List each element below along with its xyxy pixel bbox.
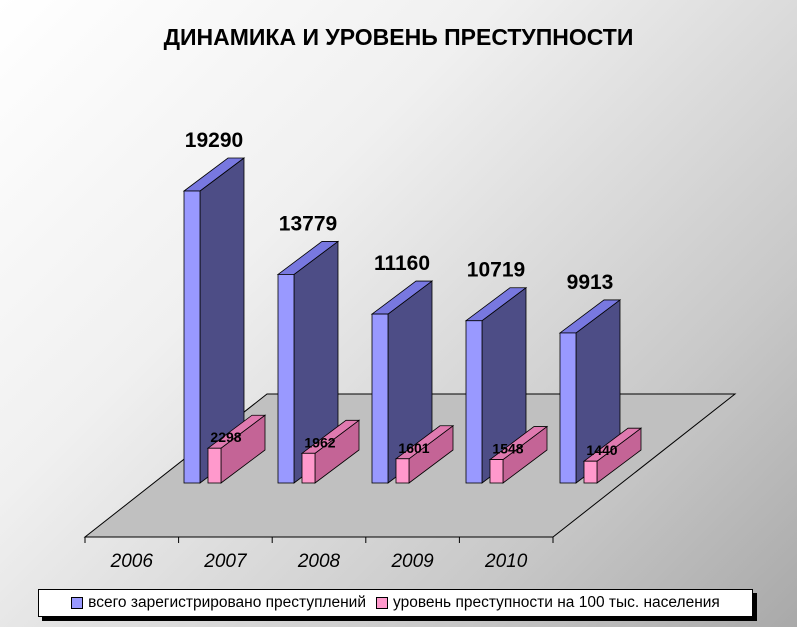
legend-item-total: всего зарегистрировано преступлений — [71, 594, 366, 612]
data-label-rate: 1440 — [586, 442, 617, 458]
bar-front — [301, 452, 316, 484]
data-label-rate: 2298 — [210, 429, 241, 445]
x-tick-label: 2006 — [110, 551, 154, 572]
bar-total — [558, 299, 622, 484]
legend-label-rate: уровень преступности на 100 тыс. населен… — [393, 594, 720, 611]
legend: всего зарегистрировано преступлений уров… — [38, 589, 753, 617]
bar-rate — [488, 425, 549, 484]
bar-front — [277, 274, 295, 484]
x-tick-label: 2007 — [203, 551, 248, 572]
legend-swatch-total — [71, 597, 84, 609]
bar-front — [489, 459, 504, 484]
bar-rate — [394, 424, 455, 484]
data-label-rate: 1548 — [492, 441, 523, 457]
bar-rate — [300, 419, 361, 484]
bar-front — [583, 460, 598, 484]
x-tick-label: 2010 — [484, 551, 528, 572]
bar-front — [465, 320, 483, 484]
bars — [182, 157, 643, 484]
bar-front — [183, 190, 201, 484]
category-axis: 2006 2007 2008 2009 2010 — [84, 536, 554, 572]
bar-total — [276, 240, 340, 484]
data-label-total: 19290 — [185, 129, 243, 152]
data-label-total: 9913 — [567, 271, 614, 294]
data-label-rate: 1601 — [398, 440, 429, 456]
bar-rate — [582, 427, 643, 484]
chart-title: ДИНАМИКА И УРОВЕНЬ ПРЕСТУПНОСТИ — [163, 24, 634, 50]
data-label-total: 10719 — [467, 259, 525, 282]
x-tick-label: 2008 — [297, 551, 341, 572]
bar-front — [371, 313, 389, 484]
bar-front — [395, 458, 410, 484]
legend-label-total: всего зарегистрировано преступлений — [88, 594, 366, 611]
bar-total — [182, 157, 246, 484]
bar-front — [559, 332, 577, 484]
legend-swatch-rate — [376, 597, 388, 609]
data-label-rate: 1962 — [304, 434, 335, 450]
bar-total — [464, 286, 528, 484]
data-label-total: 13779 — [279, 212, 337, 235]
data-labels: 19290 2298 13779 1962 11160 1601 10719 1548 9913… — [185, 129, 618, 458]
x-tick-label: 2009 — [390, 551, 434, 572]
data-label-total: 11160 — [374, 252, 430, 275]
bar-total — [370, 280, 434, 484]
bar-front — [207, 447, 222, 484]
bar-rate — [206, 414, 267, 484]
legend-item-rate: уровень преступности на 100 тыс. населен… — [376, 594, 720, 612]
